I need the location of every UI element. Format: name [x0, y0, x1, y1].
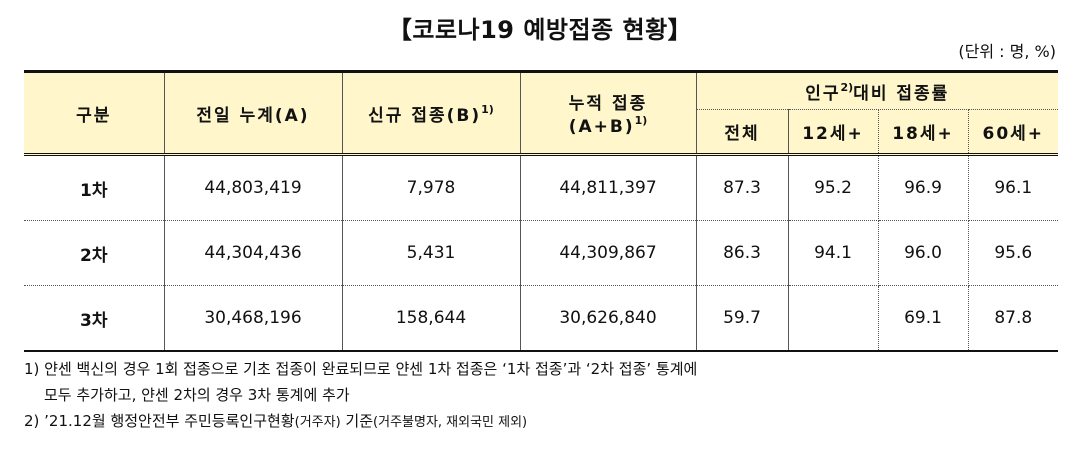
header-population-rate: 인구2)대비 접종률 — [696, 70, 1059, 110]
cell-all: 87.3 — [696, 154, 789, 221]
cell-all: 86.3 — [696, 220, 789, 286]
cell-cumulative: 44,309,867 — [520, 220, 697, 286]
cell-age12: 95.2 — [788, 154, 879, 221]
table-row: 2차 44,304,436 5,431 44,309,867 86.3 94.1… — [24, 220, 1059, 286]
cell-age60: 96.1 — [968, 154, 1059, 221]
unit-label: (단위 : 명, %) — [958, 42, 1056, 61]
cell-new: 7,978 — [342, 154, 521, 221]
cell-prev: 30,468,196 — [164, 285, 343, 352]
table-row: 3차 30,468,196 158,644 30,626,840 59.7 69… — [24, 285, 1059, 352]
row-label: 1차 — [24, 154, 165, 221]
cell-age60: 87.8 — [968, 285, 1059, 352]
page-title: 【코로나19 예방접종 현황】 — [387, 16, 693, 44]
footnote-1-line-1: 1) 얀센 백신의 경우 1회 접종으로 기초 접종이 완료되므로 얀센 1차 … — [24, 360, 698, 378]
header-category: 구분 — [24, 70, 165, 156]
footnote-2: 2) ’21.12월 행정안전부 주민등록인구현황(거주자) 기준(거주불명자,… — [24, 412, 528, 430]
cell-age60: 95.6 — [968, 220, 1059, 286]
header-new-vaccination: 신규 접종(B)1) — [342, 70, 521, 156]
cell-age12: 94.1 — [788, 220, 879, 286]
cell-age18: 96.9 — [878, 154, 969, 221]
header-age12: 12세+ — [788, 109, 879, 156]
cell-cumulative: 44,811,397 — [520, 154, 697, 221]
header-prev-cumulative: 전일 누계(A) — [164, 70, 343, 156]
header-age60: 60세+ — [968, 109, 1059, 156]
row-label: 3차 — [24, 285, 165, 352]
cell-all: 59.7 — [696, 285, 789, 352]
cell-new: 5,431 — [342, 220, 521, 286]
footnotes: 1) 얀센 백신의 경우 1회 접종으로 기초 접종이 완료되므로 얀센 1차 … — [24, 356, 697, 436]
header-age18: 18세+ — [878, 109, 969, 156]
footnote-1-line-2: 모두 추가하고, 얀센 2차의 경우 3차 통계에 추가 — [44, 386, 350, 404]
cell-age12 — [788, 285, 879, 352]
table-row: 1차 44,803,419 7,978 44,811,397 87.3 95.2… — [24, 154, 1059, 221]
cell-prev: 44,304,436 — [164, 220, 343, 286]
cell-prev: 44,803,419 — [164, 154, 343, 221]
vaccination-table: 구분 전일 누계(A) 신규 접종(B)1) 누적 접종 (A+B)1) 인구2)… — [24, 70, 1059, 352]
cell-cumulative: 30,626,840 — [520, 285, 697, 352]
header-cumulative: 누적 접종 (A+B)1) — [520, 70, 697, 156]
cell-age18: 69.1 — [878, 285, 969, 352]
cell-age18: 96.0 — [878, 220, 969, 286]
header-all: 전체 — [696, 109, 789, 156]
row-label: 2차 — [24, 220, 165, 286]
cell-new: 158,644 — [342, 285, 521, 352]
